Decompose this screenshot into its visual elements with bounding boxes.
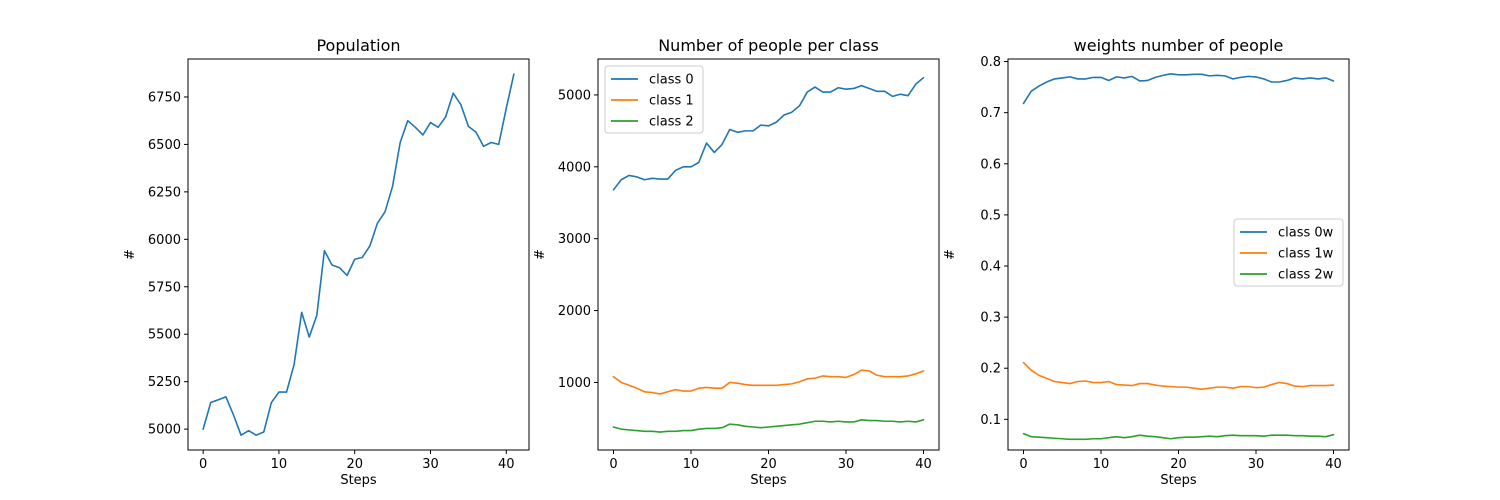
chart-panel-2: 0 10 20 30 40 1000 2000 3000 4000 5000 Number of p… <box>533 36 940 488</box>
legend-entry: class 2w <box>1278 268 1334 283</box>
legend-entry: class 1w <box>1278 247 1334 262</box>
x-tick-label: 10 <box>1093 457 1110 472</box>
y-tick-label: 6750 <box>148 90 181 105</box>
chart-panel-3: 0 10 20 30 40 0.1 0.2 0.3 0.4 0.5 0.6 0.7 0.8 weights… <box>943 36 1350 488</box>
y-tick-label: 0.2 <box>980 362 1001 377</box>
legend-entry: class 0w <box>1278 226 1334 241</box>
y-axis-label: # <box>533 249 548 260</box>
x-tick-label: 40 <box>1325 457 1342 472</box>
legend: class 0w class 1w class 2w <box>1233 218 1344 287</box>
legend: class 0 class 1 class 2 <box>604 65 704 134</box>
x-tick-label: 10 <box>271 457 288 472</box>
y-tick-label: 6500 <box>148 138 181 153</box>
x-tick-label: 40 <box>915 457 932 472</box>
series-line-1 <box>1022 73 1335 105</box>
y-tick-label: 1000 <box>558 376 591 391</box>
x-tick-label: 0 <box>199 457 207 472</box>
y-tick-label: 0.3 <box>980 311 1001 326</box>
y-axis-label: # <box>943 249 958 260</box>
series-line-1 <box>202 73 515 437</box>
x-tick-label: 0 <box>609 457 617 472</box>
x-tick-label: 30 <box>838 457 855 472</box>
y-tick-label: 3000 <box>558 232 591 247</box>
y-tick-label: 2000 <box>558 304 591 319</box>
y-axis-label: # <box>123 249 138 260</box>
x-tick-label: 20 <box>1170 457 1187 472</box>
y-tick-label: 6250 <box>148 185 181 200</box>
y-tick-label: 0.8 <box>980 55 1001 70</box>
chart-title: weights number of people <box>1074 36 1284 55</box>
x-tick-label: 30 <box>422 457 439 472</box>
chart-panel-1: 0 10 20 30 40 5000 5250 5500 5750 6000 6250 6500 675… <box>123 36 530 488</box>
chart-title: Population <box>316 36 400 55</box>
x-axis-label: Steps <box>750 473 787 488</box>
y-tick-label: 0.6 <box>980 157 1001 172</box>
plot-frame <box>187 58 530 451</box>
legend-box <box>604 65 704 134</box>
chart-title: Number of people per class <box>658 36 879 55</box>
series-line-3 <box>612 419 925 433</box>
x-axis-label: Steps <box>1160 473 1197 488</box>
legend-entry: class 1 <box>649 94 694 109</box>
y-tick-label: 5250 <box>148 375 181 390</box>
y-tick-label: 5000 <box>558 88 591 103</box>
y-tick-label: 5750 <box>148 280 181 295</box>
y-tick-label: 4000 <box>558 160 591 175</box>
y-tick-label: 0.7 <box>980 106 1001 121</box>
y-tick-label: 5500 <box>148 328 181 343</box>
legend-box <box>1233 218 1344 287</box>
x-tick-label: 20 <box>760 457 777 472</box>
series-line-1 <box>612 76 925 191</box>
x-tick-label: 20 <box>346 457 363 472</box>
series-line-2 <box>612 369 925 395</box>
series-line-2 <box>1022 361 1335 390</box>
y-tick-label: 0.4 <box>980 260 1001 275</box>
y-tick-label: 6000 <box>148 233 181 248</box>
legend-entry: class 0 <box>649 73 694 88</box>
y-tick-label: 0.5 <box>980 208 1001 223</box>
x-axis-label: Steps <box>340 473 377 488</box>
x-tick-label: 40 <box>498 457 515 472</box>
series-line-3 <box>1022 432 1335 441</box>
y-tick-label: 5000 <box>148 423 181 438</box>
x-tick-label: 30 <box>1248 457 1265 472</box>
x-tick-label: 0 <box>1019 457 1027 472</box>
y-tick-label: 0.1 <box>980 413 1001 428</box>
x-tick-label: 10 <box>683 457 700 472</box>
legend-entry: class 2 <box>649 115 694 130</box>
